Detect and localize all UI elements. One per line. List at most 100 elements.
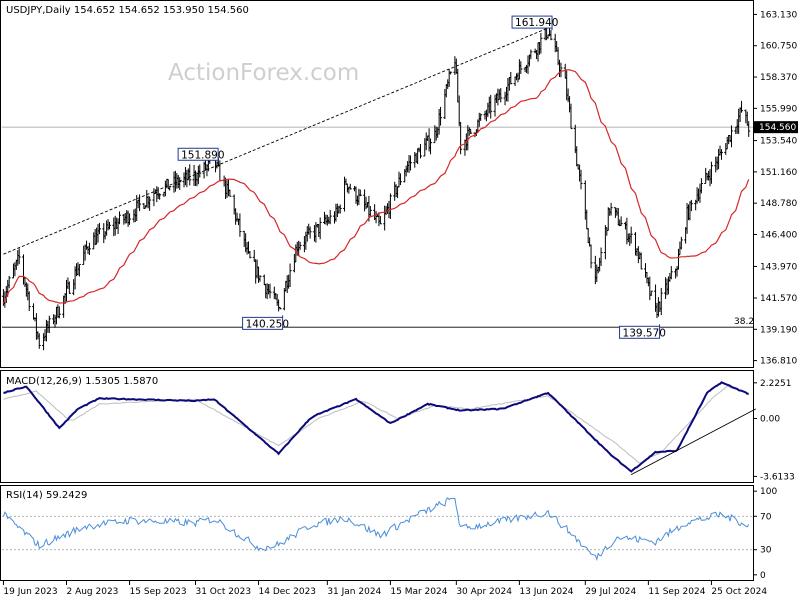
price-bar	[569, 103, 573, 130]
x-tick-label: 15 Sep 2023	[130, 587, 187, 597]
price-y-tick-label: 143.970	[760, 262, 797, 272]
price-bar	[479, 113, 483, 121]
price-bar	[679, 236, 683, 250]
x-tick-label: 30 Apr 2024	[456, 587, 512, 597]
price-y-tick-label: 155.990	[760, 104, 797, 114]
price-y-tick-label: 139.190	[760, 325, 797, 335]
annotation-box	[619, 325, 661, 339]
price-annotation: 139.570	[619, 324, 666, 339]
price-bar	[248, 251, 252, 259]
price-annotation: 140.250	[242, 315, 289, 330]
price-bar	[278, 306, 282, 310]
price-bar	[539, 32, 543, 54]
price-bar	[288, 263, 292, 288]
price-bar	[168, 185, 172, 191]
price-bar	[318, 217, 322, 240]
x-tick-label: 2 Aug 2023	[66, 587, 118, 597]
fib-38-2-label: 38.2	[734, 317, 754, 327]
annotation-box	[511, 15, 553, 29]
price-bar	[67, 281, 71, 294]
price-bar	[719, 149, 723, 160]
price-panel	[0, 0, 754, 368]
price-bar	[258, 275, 262, 282]
price-title: USDJPY,Daily 154.652 154.652 153.950 154…	[6, 5, 249, 16]
price-bar	[489, 94, 493, 119]
price-y-tick-label: 141.570	[760, 294, 797, 304]
x-tick-label: 25 Oct 2024	[711, 587, 767, 597]
price-bar	[37, 333, 41, 349]
rsi-y-tick-label: 0	[760, 571, 766, 581]
macd-y-tick-label: 0.00	[760, 414, 780, 424]
price-bar	[709, 161, 713, 184]
macd-panel	[0, 370, 754, 483]
macd-line	[3, 381, 749, 473]
macd-y-tick-label: 2.2251	[760, 379, 792, 389]
price-bar	[639, 252, 643, 270]
annotation-box	[177, 147, 219, 161]
price-bar	[699, 178, 703, 194]
x-tick-label: 29 Jul 2024	[585, 587, 636, 597]
price-bar	[338, 204, 342, 214]
price-bar	[178, 177, 182, 190]
macd-trendline	[630, 408, 757, 475]
price-bar	[730, 125, 734, 148]
price-bar	[408, 155, 412, 171]
annotation-box	[242, 316, 284, 330]
resistance-trendline	[3, 27, 549, 255]
price-bar	[308, 226, 312, 239]
price-bar	[649, 290, 653, 296]
price-bar	[509, 71, 513, 85]
price-bar	[689, 199, 693, 212]
price-bar	[358, 189, 362, 197]
rsi-title: RSI(14) 59.2429	[6, 490, 87, 501]
price-bar	[148, 196, 152, 211]
price-bar	[27, 291, 31, 312]
moving-average-line	[2, 69, 750, 304]
price-bar	[619, 216, 623, 227]
x-tick-label: 13 Jun 2024	[519, 587, 573, 597]
price-bar	[268, 283, 272, 299]
price-bar	[328, 210, 332, 225]
annotation-label: 139.570	[623, 327, 666, 339]
price-bar	[659, 287, 663, 316]
price-bar	[609, 202, 613, 216]
price-bar	[97, 222, 101, 235]
rsi-y-tick-label: 30	[760, 546, 772, 556]
price-bar	[128, 213, 132, 225]
price-bar	[17, 248, 21, 265]
price-y-tick-label: 163.130	[760, 10, 797, 20]
watermark: ActionForex.com	[168, 60, 359, 86]
price-annotation: 151.890	[177, 147, 225, 163]
price-y-tick-label: 160.750	[760, 42, 797, 52]
rsi-y-tick-label: 70	[760, 512, 772, 522]
price-bar	[747, 121, 751, 137]
price-bar	[499, 88, 503, 103]
price-bar	[599, 247, 603, 266]
macd-y-tick-label: -3.6133	[760, 472, 795, 482]
signal-line	[3, 385, 749, 464]
price-bar	[188, 164, 192, 186]
price-bar	[158, 193, 162, 200]
annotation-label: 140.250	[246, 318, 289, 330]
x-tick-label: 11 Sep 2024	[648, 587, 705, 597]
price-symbol-title: USDJPY,Daily	[6, 5, 71, 16]
price-bar	[388, 193, 392, 219]
price-y-tick-label: 153.540	[760, 137, 797, 147]
x-tick-label: 15 Mar 2024	[390, 587, 447, 597]
price-bar	[118, 211, 122, 225]
price-bar	[87, 242, 91, 256]
price-y-tick-label: 158.370	[760, 73, 797, 83]
price-bar	[629, 226, 633, 244]
price-annotation: 161.940	[511, 15, 558, 31]
price-bar	[57, 306, 61, 319]
x-tick-label: 31 Jan 2024	[327, 587, 381, 597]
price-bar	[7, 275, 11, 289]
price-y-tick-label: 151.160	[760, 168, 797, 178]
price-bar	[348, 183, 352, 190]
price-bar	[398, 173, 402, 186]
rsi-line	[2, 497, 750, 562]
price-y-tick-label: 136.810	[760, 357, 797, 367]
price-bar	[107, 221, 111, 230]
price-bar	[589, 244, 593, 269]
